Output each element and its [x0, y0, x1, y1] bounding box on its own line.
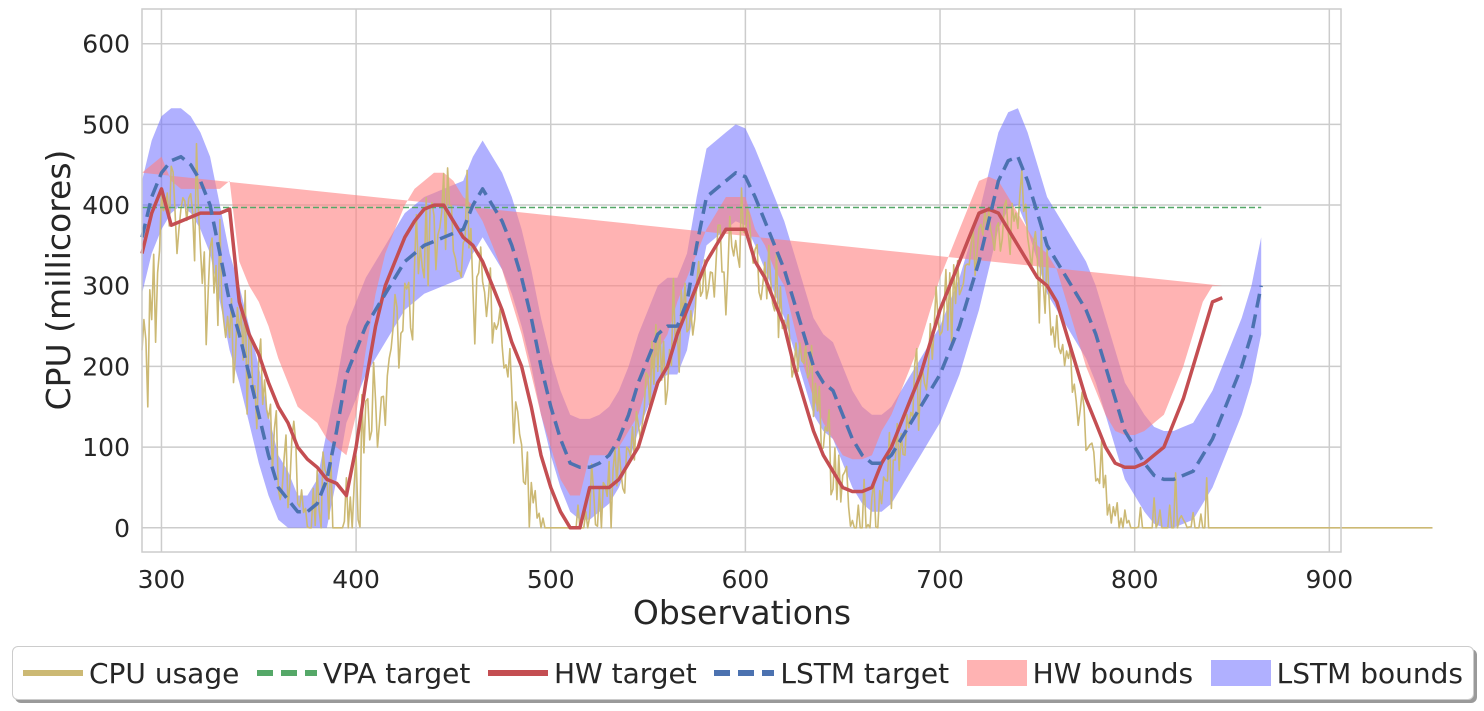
legend-item-lstm-bounds: LSTM bounds	[1210, 656, 1463, 690]
x-tick-label: 800	[1111, 565, 1159, 594]
legend-item-vpa-target: VPA target	[256, 656, 471, 690]
lstm-target-line	[140, 154, 1263, 514]
legend-item-hw-bounds: HW bounds	[966, 656, 1194, 690]
legend-label-hw-bounds: HW bounds	[1032, 656, 1194, 690]
x-tick-label: 300	[138, 565, 186, 594]
y-tick-label: 200	[82, 352, 130, 381]
x-tick-label: 400	[332, 565, 380, 594]
chart: 300 400 500 600 700 800 900 0 100 200 300 400 500 60…	[39, 8, 1433, 632]
legend-label-lstm-bounds: LSTM bounds	[1276, 656, 1463, 690]
lstm-bounds-patch-swatch-icon	[1210, 660, 1271, 686]
lstm-target-layer	[140, 154, 1263, 514]
legend-label-cpu-usage: CPU usage	[89, 656, 240, 690]
x-tick-label: 600	[722, 565, 770, 594]
x-tick-label: 500	[527, 565, 575, 594]
hw-bounds-layer	[142, 156, 1223, 496]
y-tick-label: 0	[114, 514, 130, 543]
y-tick-labels: 0 100 200 300 400 500 600	[82, 30, 130, 543]
hw-target-line-swatch-icon	[487, 670, 548, 676]
x-tick-label: 900	[1305, 565, 1353, 594]
legend-item-lstm-target: LSTM target	[714, 657, 949, 690]
vpa-target-dashed-swatch-icon	[256, 670, 317, 676]
lstm-target-dashed-swatch-icon	[714, 670, 775, 676]
y-tick-label: 600	[82, 30, 130, 59]
cpu-usage-layer	[141, 142, 1433, 529]
y-axis-label: CPU (millicores)	[39, 150, 78, 411]
plot-frame	[141, 8, 1342, 553]
legend-item-hw-target: HW target	[487, 656, 697, 690]
x-axis-label: Observations	[633, 593, 851, 632]
hw-target-line	[140, 187, 1223, 530]
legend: CPU usage VPA target HW target LSTM targ…	[12, 646, 1474, 700]
y-tick-label: 300	[82, 272, 130, 301]
legend-item-cpu-usage: CPU usage	[23, 657, 239, 690]
cpu-usage-line-swatch-icon	[23, 670, 83, 676]
y-tick-label: 400	[82, 191, 130, 220]
hw-bounds-band	[142, 156, 1223, 496]
legend-label-vpa-target: VPA target	[322, 656, 471, 690]
x-tick-labels: 300 400 500 600 700 800 900	[138, 565, 1354, 594]
cpu-usage-line	[141, 142, 1433, 529]
x-tick-label: 700	[916, 565, 964, 594]
legend-label-lstm-target: LSTM target	[780, 656, 950, 690]
hw-target-layer	[140, 187, 1223, 530]
y-tick-label: 500	[82, 110, 130, 139]
legend-label-hw-target: HW target	[553, 656, 697, 690]
y-tick-label: 100	[82, 433, 130, 462]
hw-bounds-patch-swatch-icon	[966, 660, 1027, 686]
